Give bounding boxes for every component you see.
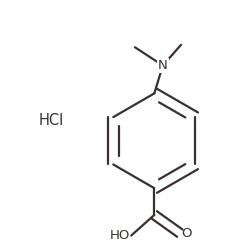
Text: HCl: HCl: [39, 113, 64, 128]
Text: N: N: [158, 59, 168, 72]
Text: O: O: [181, 227, 191, 240]
Text: HO: HO: [110, 229, 130, 242]
